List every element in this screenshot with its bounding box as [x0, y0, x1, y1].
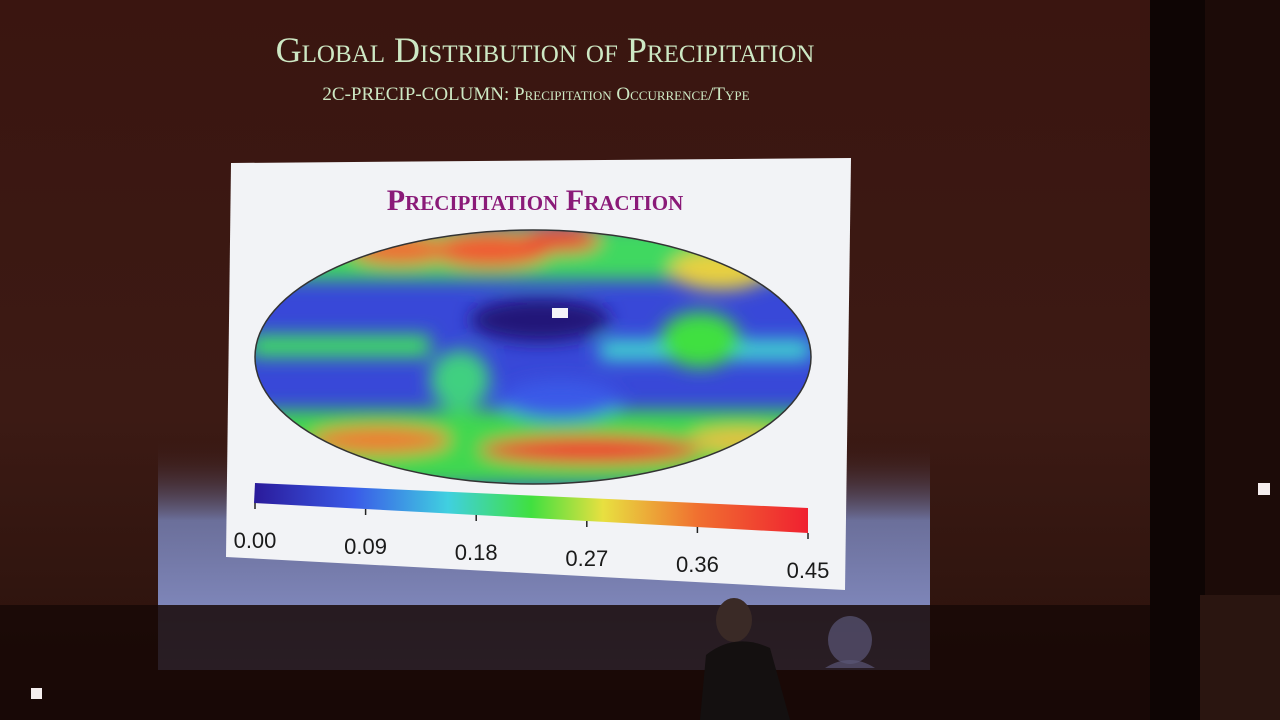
colorbar-tick-label: 0.18	[455, 540, 498, 565]
colorbar-tick-label: 0.00	[234, 528, 277, 553]
colorbar-ticks: 0.00 0.09 0.18 0.27 0.36 0.45	[234, 503, 830, 583]
screen-edge	[1150, 0, 1205, 720]
slide-subtitle: 2C-PRECIP-COLUMN: Precipitation Occurren…	[322, 84, 749, 105]
stage	[0, 605, 1150, 720]
slide-title: Global Distribution of Precipitation	[276, 30, 815, 70]
presenter	[700, 598, 875, 720]
colorbar-tick-label: 0.27	[565, 546, 608, 571]
colorbar-tick-label: 0.36	[676, 552, 719, 577]
figure-title: Precipitation Fraction	[387, 184, 684, 217]
colorbar	[254, 483, 808, 533]
light	[1258, 483, 1270, 495]
map-outline	[254, 229, 812, 485]
colorbar-tick-label: 0.09	[344, 534, 387, 559]
colorbar-tick-label: 0.45	[787, 558, 830, 583]
light	[31, 688, 42, 699]
lectern	[1200, 595, 1280, 720]
